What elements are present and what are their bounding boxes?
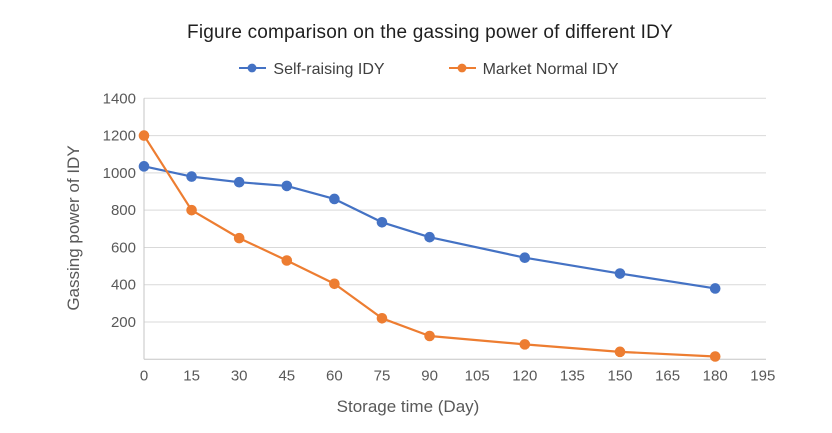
y-axis-title: Gassing power of IDY — [64, 145, 83, 311]
data-point-self-raising-idy-day-75 — [376, 216, 388, 228]
y-tick-label: 400 — [111, 277, 136, 294]
series-line-self-raising-idy — [143, 165, 716, 290]
x-tick-label: 180 — [703, 367, 728, 384]
x-tick-label: 150 — [607, 367, 632, 384]
y-tick-label: 600 — [111, 239, 136, 256]
legend-line-dot-marker-orange-icon — [448, 61, 476, 79]
series-line-market-normal-idy — [143, 134, 716, 358]
data-point-market-normal-idy-day-120 — [519, 339, 531, 350]
data-point-self-raising-idy-day-30 — [233, 176, 245, 188]
x-tick-label: 135 — [560, 367, 585, 384]
x-tick-label: 90 — [421, 367, 438, 384]
legend-label-market-normal-idy: Market Normal IDY — [482, 61, 619, 78]
y-tick-label: 800 — [111, 202, 136, 219]
chart-title: Figure comparison on the gassing power o… — [187, 22, 673, 43]
legend-item-self-raising-idy: Self-raising IDY — [239, 61, 385, 79]
data-point-market-normal-idy-day-90 — [424, 330, 435, 342]
data-point-market-normal-idy-day-45 — [281, 255, 293, 266]
y-tick-label: 1200 — [103, 128, 136, 145]
data-point-self-raising-idy-day-180 — [709, 283, 721, 294]
x-tick-label: 45 — [278, 367, 295, 384]
x-tick-label: 60 — [326, 367, 343, 384]
data-point-self-raising-idy-day-15 — [186, 171, 197, 182]
y-tick-label: 1000 — [103, 165, 136, 182]
data-point-self-raising-idy-day-150 — [614, 268, 626, 279]
x-tick-label: 165 — [655, 367, 680, 384]
x-tick-label: 120 — [512, 367, 537, 384]
x-tick-label: 15 — [183, 367, 200, 384]
data-point-market-normal-idy-day-60 — [329, 278, 340, 290]
legend-item-market-normal-idy: Market Normal IDY — [448, 61, 619, 79]
data-point-market-normal-idy-day-75 — [376, 312, 388, 324]
data-point-self-raising-idy-day-45 — [281, 180, 293, 192]
x-tick-label: 0 — [140, 367, 148, 384]
data-point-self-raising-idy-day-0 — [138, 161, 150, 172]
data-point-market-normal-idy-day-0 — [138, 130, 150, 141]
data-point-self-raising-idy-day-90 — [424, 231, 435, 243]
data-point-self-raising-idy-day-120 — [519, 252, 531, 263]
data-point-self-raising-idy-day-60 — [329, 193, 340, 205]
data-point-market-normal-idy-day-180 — [709, 351, 721, 362]
x-tick-label: 105 — [465, 367, 490, 384]
legend-label-self-raising-idy: Self-raising IDY — [273, 61, 385, 78]
y-tick-label: 1400 — [103, 90, 136, 107]
legend-line-dot-marker-blue-icon — [239, 61, 267, 79]
y-tick-label: 200 — [111, 314, 136, 331]
x-axis-title: Storage time (Day) — [336, 397, 480, 416]
data-point-market-normal-idy-day-15 — [186, 204, 197, 216]
legend: Self-raising IDY Market Normal IDY — [0, 61, 832, 79]
data-point-market-normal-idy-day-150 — [614, 346, 626, 358]
x-tick-label: 30 — [231, 367, 248, 384]
data-point-market-normal-idy-day-30 — [233, 232, 245, 244]
x-tick-label: 75 — [374, 367, 391, 384]
x-tick-label: 195 — [750, 367, 775, 384]
